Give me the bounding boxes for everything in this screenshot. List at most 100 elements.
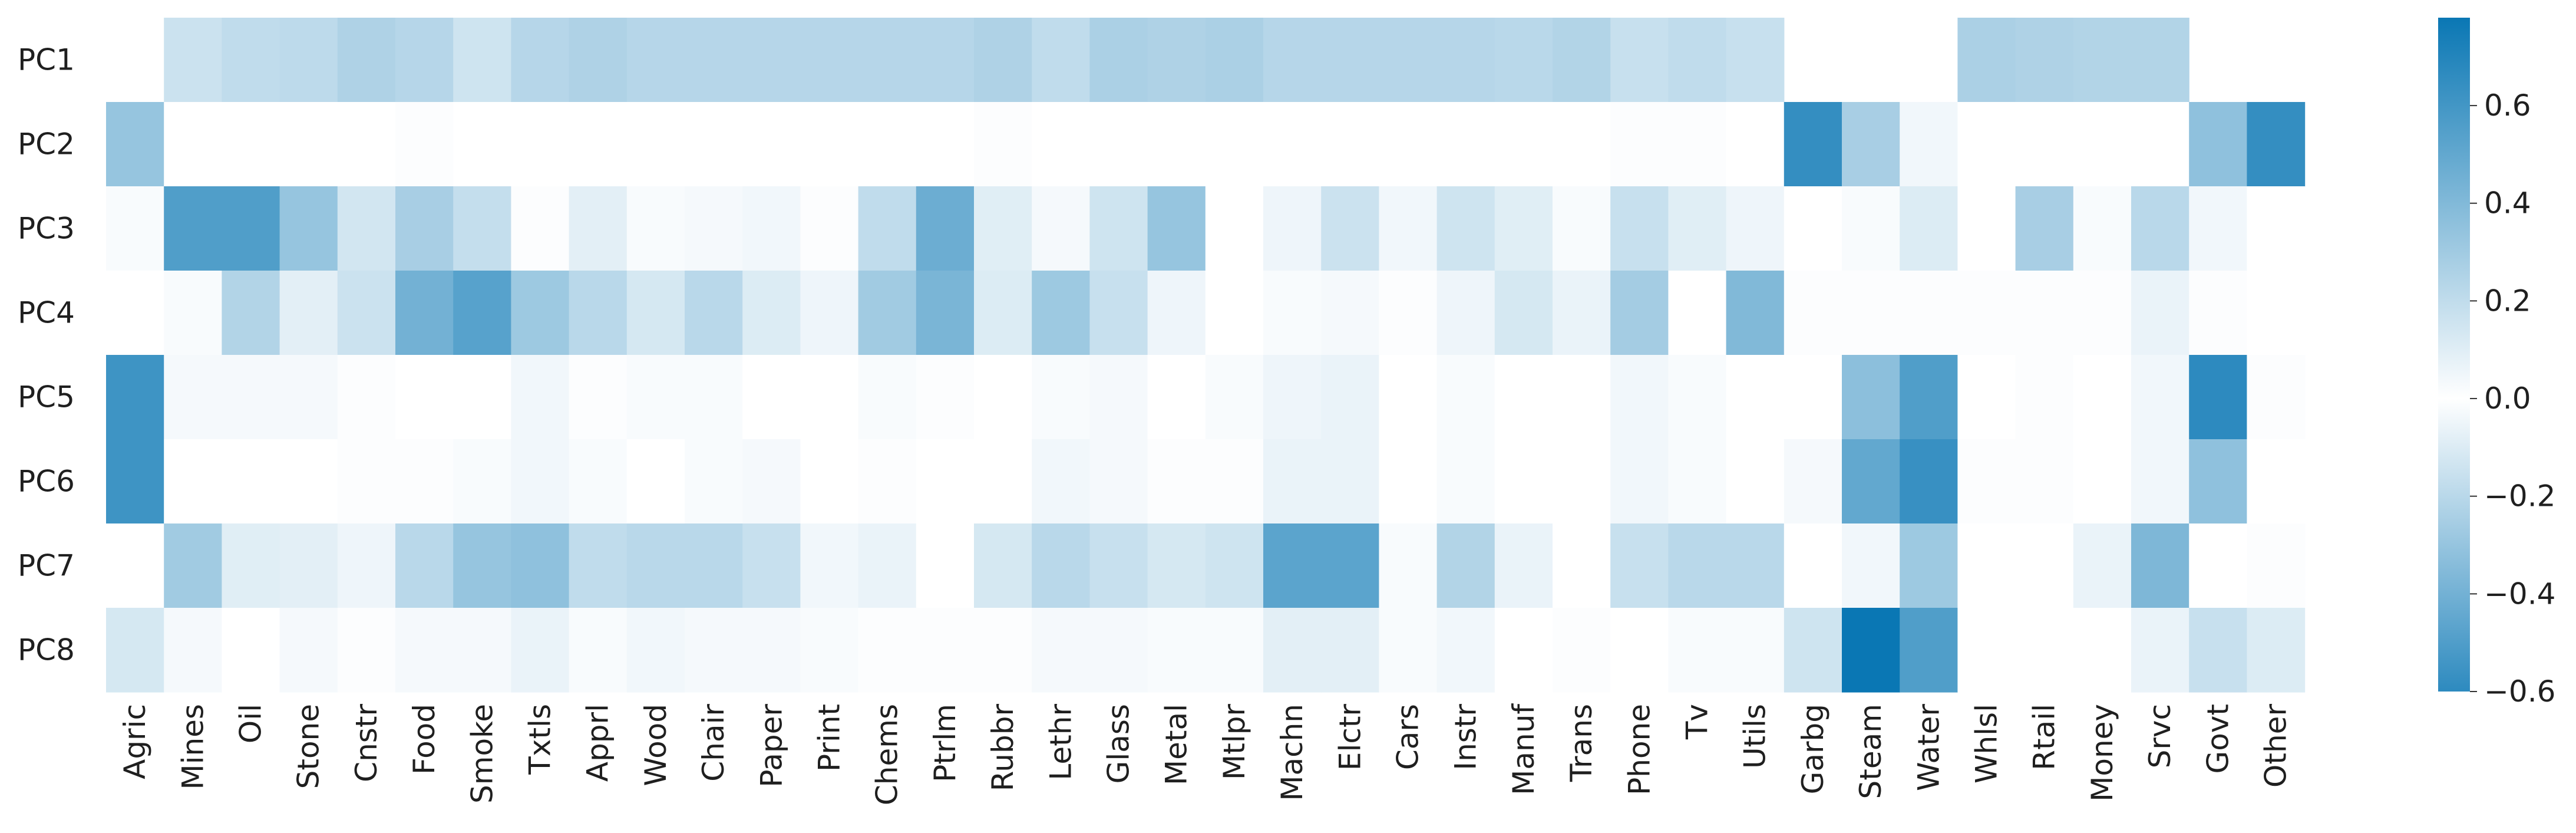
heatmap-cell-pc1-food: [395, 18, 454, 103]
heatmap-cell-pc4-other: [2247, 271, 2306, 355]
column-label-print: Print: [813, 704, 847, 772]
column-label-txtls: Txtls: [523, 704, 557, 775]
heatmap-cell-pc5-smoke: [453, 355, 511, 440]
colorbar-tick-label: −0.6: [2484, 674, 2555, 709]
heatmap-cell-pc4-tv: [1668, 271, 1727, 355]
heatmap-cell-pc3-cnstr: [337, 186, 396, 271]
heatmap-cell-pc4-trans: [1553, 271, 1611, 355]
heatmap-cell-pc7-manuf: [1494, 523, 1553, 608]
heatmap-cell-pc8-machn: [1263, 608, 1322, 693]
heatmap-cell-pc2-cars: [1379, 102, 1438, 187]
heatmap-cell-pc4-metal: [1147, 271, 1206, 355]
heatmap-cell-pc5-txtls: [511, 355, 570, 440]
column-label-govt: Govt: [2201, 704, 2235, 774]
heatmap-cell-pc8-txtls: [511, 608, 570, 693]
heatmap-cell-pc7-cnstr: [337, 523, 396, 608]
heatmap-cell-pc3-other: [2247, 186, 2306, 271]
heatmap-cell-pc8-elctr: [1321, 608, 1379, 693]
heatmap-cell-pc7-lethr: [1032, 523, 1090, 608]
heatmap-cell-pc7-other: [2247, 523, 2306, 608]
heatmap-cell-pc3-txtls: [511, 186, 570, 271]
heatmap-cell-pc5-water: [1900, 355, 1958, 440]
heatmap-cell-pc6-tv: [1668, 439, 1727, 524]
column-label-glass: Glass: [1102, 704, 1136, 783]
heatmap-cell-pc4-lethr: [1032, 271, 1090, 355]
heatmap-cell-pc6-money: [2073, 439, 2132, 524]
heatmap-cell-pc4-paper: [742, 271, 801, 355]
heatmap-cell-pc5-instr: [1436, 355, 1495, 440]
heatmap-cell-pc7-rubbr: [974, 523, 1032, 608]
heatmap-cell-pc4-agric: [106, 271, 164, 355]
heatmap-cell-pc5-metal: [1147, 355, 1206, 440]
heatmap-cell-pc8-paper: [742, 608, 801, 693]
column-label-wood: Wood: [639, 704, 673, 786]
heatmap-cell-pc2-trans: [1553, 102, 1611, 187]
heatmap-cell-pc1-tv: [1668, 18, 1727, 103]
heatmap-cell-pc3-agric: [106, 186, 164, 271]
heatmap-cell-pc6-garbg: [1784, 439, 1842, 524]
column-label-food: Food: [407, 704, 441, 775]
heatmap-cell-pc1-mtlpr: [1205, 18, 1264, 103]
column-label-elctr: Elctr: [1333, 704, 1367, 771]
heatmap-cell-pc4-govt: [2189, 271, 2247, 355]
column-label-steam: Steam: [1854, 704, 1888, 799]
heatmap-cell-pc3-manuf: [1494, 186, 1553, 271]
heatmap-cell-pc8-instr: [1436, 608, 1495, 693]
heatmap-cell-pc1-lethr: [1032, 18, 1090, 103]
heatmap-cell-pc3-food: [395, 186, 454, 271]
heatmap-cell-pc3-chair: [685, 186, 743, 271]
row-label-pc1: PC1: [18, 43, 75, 77]
heatmap-cell-pc6-wood: [626, 439, 685, 524]
heatmap-cell-pc2-money: [2073, 102, 2132, 187]
heatmap-cell-pc6-govt: [2189, 439, 2247, 524]
heatmap-cell-pc3-cars: [1379, 186, 1438, 271]
heatmap-cell-pc2-print: [800, 102, 859, 187]
heatmap-cell-pc1-print: [800, 18, 859, 103]
column-label-stone: Stone: [292, 704, 326, 789]
colorbar-tick-label: 0.4: [2484, 186, 2531, 220]
column-label-ptrlm: Ptrlm: [928, 704, 962, 782]
heatmap-cell-pc6-manuf: [1494, 439, 1553, 524]
heatmap-cell-pc6-water: [1900, 439, 1958, 524]
heatmap-cell-pc7-ptrlm: [916, 523, 975, 608]
heatmap-cell-pc1-phone: [1610, 18, 1669, 103]
heatmap-cell-pc1-agric: [106, 18, 164, 103]
heatmap-cell-pc7-money: [2073, 523, 2132, 608]
heatmap-cell-pc6-other: [2247, 439, 2306, 524]
heatmap-cell-pc2-metal: [1147, 102, 1206, 187]
row-label-pc6: PC6: [18, 465, 75, 499]
column-label-srvc: Srvc: [2143, 704, 2177, 768]
heatmap-cell-pc5-wood: [626, 355, 685, 440]
heatmap-cell-pc8-glass: [1089, 608, 1148, 693]
heatmap-cell-pc5-stone: [279, 355, 338, 440]
heatmap-cell-pc6-srvc: [2131, 439, 2189, 524]
heatmap-cell-pc7-txtls: [511, 523, 570, 608]
heatmap-cell-pc1-cnstr: [337, 18, 396, 103]
column-label-smoke: Smoke: [465, 704, 499, 804]
heatmap-cell-pc3-metal: [1147, 186, 1206, 271]
heatmap-cell-pc1-smoke: [453, 18, 511, 103]
heatmap-cell-pc3-chems: [858, 186, 917, 271]
heatmap-cell-pc2-txtls: [511, 102, 570, 187]
column-label-cars: Cars: [1391, 704, 1425, 770]
heatmap-cell-pc8-rtail: [2015, 608, 2074, 693]
heatmap-cell-pc8-mines: [164, 608, 222, 693]
heatmap-cell-pc4-txtls: [511, 271, 570, 355]
column-label-water: Water: [1911, 704, 1946, 791]
heatmap-cell-pc1-apprl: [569, 18, 628, 103]
colorbar-tick-label: −0.4: [2484, 577, 2555, 611]
column-label-mtlpr: Mtlpr: [1217, 704, 1251, 780]
heatmap-cell-pc3-wood: [626, 186, 685, 271]
heatmap-cell-pc2-apprl: [569, 102, 628, 187]
heatmap-cell-pc6-chair: [685, 439, 743, 524]
heatmap-cell-pc2-glass: [1089, 102, 1148, 187]
heatmap-cell-pc2-instr: [1436, 102, 1495, 187]
heatmap-cell-pc2-machn: [1263, 102, 1322, 187]
heatmap-cell-pc1-chair: [685, 18, 743, 103]
heatmap-cell-pc7-metal: [1147, 523, 1206, 608]
heatmap-cell-pc8-lethr: [1032, 608, 1090, 693]
heatmap-cell-pc4-oil: [222, 271, 280, 355]
heatmap-cell-pc1-srvc: [2131, 18, 2189, 103]
heatmap-cell-pc2-rubbr: [974, 102, 1032, 187]
column-label-cnstr: Cnstr: [349, 704, 384, 782]
